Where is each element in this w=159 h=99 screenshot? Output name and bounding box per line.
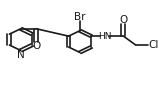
Text: Cl: Cl (149, 40, 159, 50)
Text: O: O (119, 15, 128, 25)
Text: HN: HN (99, 32, 112, 41)
Text: Br: Br (74, 11, 86, 22)
Text: N: N (17, 50, 25, 60)
Text: O: O (32, 41, 40, 51)
